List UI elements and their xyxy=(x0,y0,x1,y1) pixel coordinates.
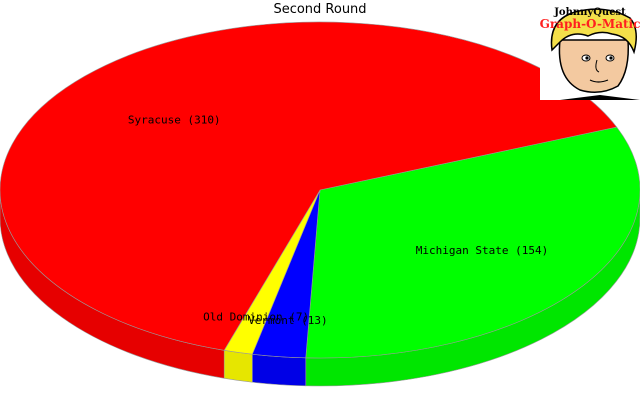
pie-slice-michigan-state xyxy=(305,126,640,359)
slice-label-michigan-state: Michigan State (154) xyxy=(416,244,548,257)
pie-side-vermont xyxy=(251,353,307,387)
logo-line2: Graph-O-Matic xyxy=(540,17,640,31)
logo-line1: JohnnyQuest xyxy=(553,7,626,18)
chart-title: Second Round xyxy=(273,2,366,17)
boy-face-icon xyxy=(550,8,640,100)
slice-label-old-dominion: Old Dominion (7) xyxy=(203,311,309,324)
pie-labels: Michigan State (154) Vermont (13)Old Domi… xyxy=(128,113,548,327)
slice-label-vermont: Vermont (13) xyxy=(248,314,327,327)
slice-label-syracuse: Syracuse (310) xyxy=(128,113,221,126)
pie-slice-syracuse xyxy=(0,21,618,351)
pie-sides xyxy=(0,189,640,387)
johnnyquest-logo: JohnnyQuest Graph-O-Matic xyxy=(540,0,640,100)
pie-top xyxy=(0,21,640,359)
pie-side-old-dominion xyxy=(223,349,253,383)
